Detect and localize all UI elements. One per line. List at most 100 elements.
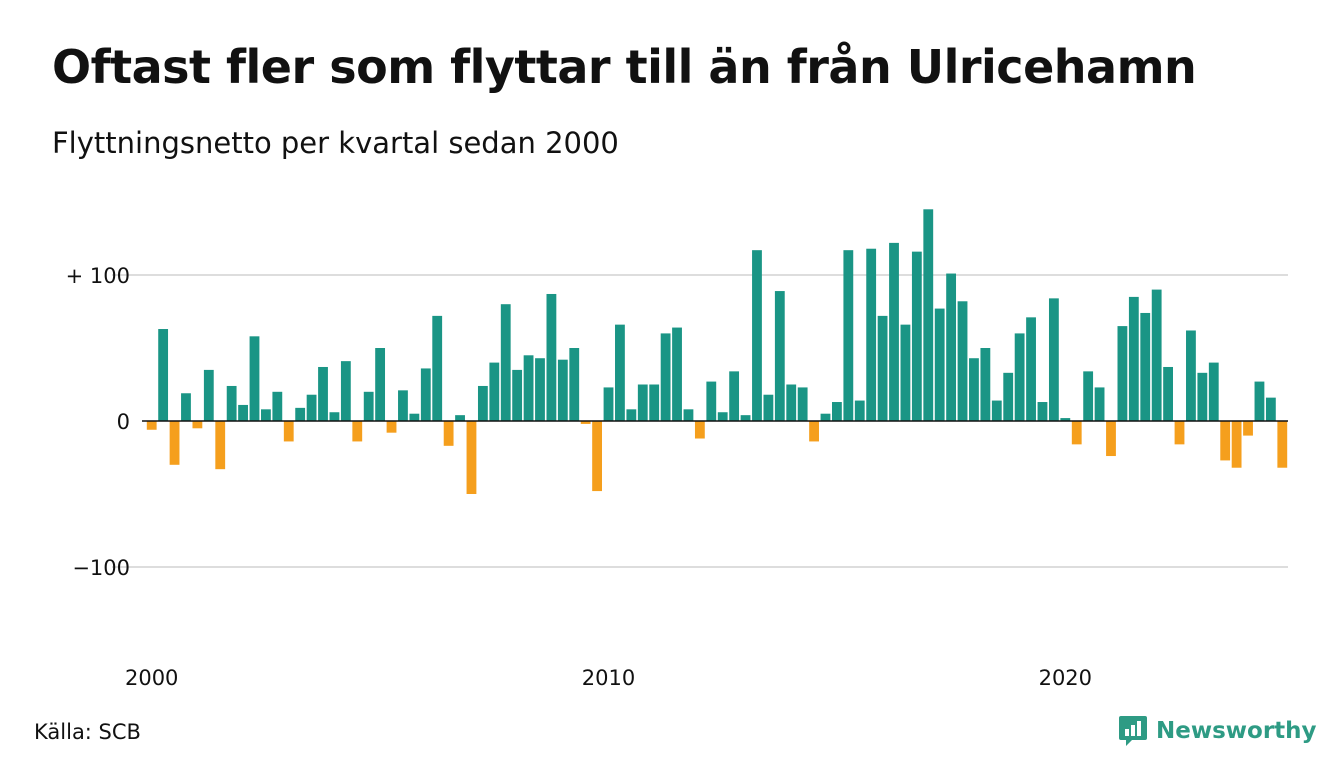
bar xyxy=(192,421,203,429)
bar xyxy=(409,413,420,421)
bar xyxy=(923,209,934,421)
bar xyxy=(717,412,728,421)
bar xyxy=(318,366,328,421)
bar xyxy=(1026,317,1036,421)
bar xyxy=(363,391,374,421)
bar xyxy=(1060,418,1071,421)
bar xyxy=(443,421,454,446)
bar xyxy=(1277,421,1288,468)
bar xyxy=(900,324,911,421)
bar xyxy=(752,250,762,421)
bar xyxy=(1254,381,1265,421)
bar xyxy=(683,409,694,421)
bar xyxy=(1220,421,1231,461)
bar xyxy=(272,391,283,421)
bar xyxy=(420,368,431,421)
bar xyxy=(546,293,557,421)
chart-title: Oftast fler som flyttar till än från Ulr… xyxy=(52,40,1197,94)
bar xyxy=(1243,421,1253,436)
bar xyxy=(649,384,660,421)
bar xyxy=(1014,333,1025,421)
bar xyxy=(398,390,408,421)
bar xyxy=(832,402,842,421)
bar xyxy=(1151,289,1162,421)
x-tick-label: 2020 xyxy=(1039,666,1092,690)
bar xyxy=(535,358,545,421)
bar xyxy=(386,421,397,433)
bar xyxy=(569,348,580,421)
bar xyxy=(854,400,865,421)
bar xyxy=(592,421,602,492)
y-tick-label: + 100 xyxy=(66,264,130,288)
x-tick-label: 2010 xyxy=(582,666,635,690)
bar xyxy=(1037,402,1048,421)
bar xyxy=(158,329,169,421)
bar xyxy=(295,407,306,421)
bar xyxy=(740,415,751,421)
bar xyxy=(729,371,740,421)
bar xyxy=(203,369,214,421)
bar xyxy=(980,348,991,421)
bar-chart: + 100 0 −100 2000 2010 2020 xyxy=(66,209,1288,690)
bar xyxy=(249,336,260,421)
bar xyxy=(797,387,808,421)
bar xyxy=(763,394,774,421)
bar xyxy=(1083,371,1094,421)
bar xyxy=(557,359,568,421)
bar xyxy=(786,384,797,421)
bar xyxy=(1163,366,1173,421)
bar xyxy=(146,421,157,430)
bar xyxy=(934,308,945,421)
bar xyxy=(626,409,637,421)
x-tick-label: 2000 xyxy=(125,666,178,690)
bar xyxy=(352,421,363,442)
bar xyxy=(455,415,465,421)
bar xyxy=(489,362,500,421)
bar xyxy=(466,421,477,494)
bar xyxy=(1174,421,1185,445)
bars xyxy=(146,209,1288,494)
bar xyxy=(889,242,899,421)
bar xyxy=(169,421,180,465)
brand-logo: Newsworthy xyxy=(1118,714,1317,748)
bar xyxy=(615,324,625,421)
bar xyxy=(306,394,317,421)
bar xyxy=(283,421,294,442)
brand-name: Newsworthy xyxy=(1156,718,1317,744)
source-note: Källa: SCB xyxy=(34,720,141,744)
y-tick-label: −100 xyxy=(72,556,130,580)
bar xyxy=(580,421,591,424)
bar xyxy=(637,384,648,421)
y-tick-label: 0 xyxy=(117,410,130,434)
bar xyxy=(215,421,226,470)
gridlines xyxy=(112,274,1288,568)
bar xyxy=(1186,330,1196,421)
bar xyxy=(1128,296,1139,421)
bar xyxy=(1048,298,1059,421)
bar xyxy=(523,355,534,421)
bar xyxy=(226,385,237,421)
bar xyxy=(181,393,191,421)
bar xyxy=(603,387,614,421)
bar xyxy=(261,409,271,421)
bar xyxy=(877,315,888,421)
bar xyxy=(340,361,351,421)
bar xyxy=(866,248,877,421)
bar xyxy=(672,327,682,421)
bar xyxy=(1140,312,1151,421)
bar xyxy=(1071,421,1082,445)
bar xyxy=(477,385,488,421)
bar xyxy=(660,333,671,421)
bar xyxy=(991,400,1002,421)
bar xyxy=(1231,421,1242,468)
newsworthy-logo-icon xyxy=(1119,716,1147,746)
bar xyxy=(375,348,386,421)
bar xyxy=(969,358,979,421)
bar xyxy=(1197,372,1208,421)
bar xyxy=(1265,397,1276,421)
bar xyxy=(432,315,443,421)
bar xyxy=(238,404,248,421)
chart-subtitle: Flyttningsnetto per kvartal sedan 2000 xyxy=(52,126,619,160)
bar xyxy=(500,304,511,421)
bar xyxy=(774,291,785,421)
